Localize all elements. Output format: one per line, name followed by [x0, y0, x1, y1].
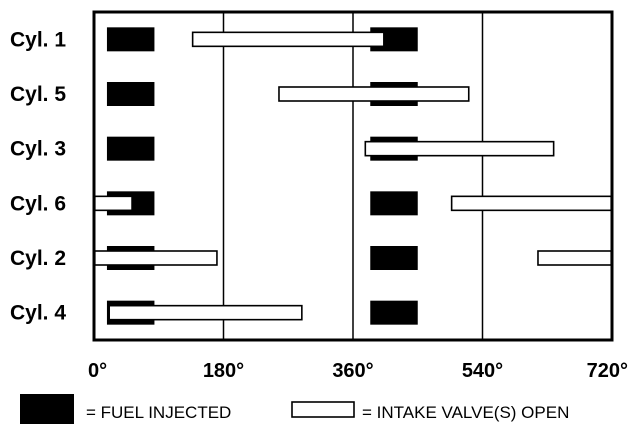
- row-label-cyl-2: Cyl. 2: [10, 247, 66, 270]
- legend-swatch-intake: [291, 401, 355, 418]
- cyl-6-intake-bar-1: [94, 195, 133, 212]
- cyl-3-intake-bar-1: [364, 140, 555, 157]
- cyl-2-intake-bar-2: [537, 250, 613, 266]
- x-tick-label-540: 540°: [462, 360, 503, 382]
- cyl-2-intake-bar-1: [94, 250, 218, 266]
- cyl-3-fuel-bar-1: [106, 136, 155, 161]
- legend-label-fuel: = FUEL INJECTED: [86, 403, 231, 422]
- cyl-6-intake-bar-2: [450, 195, 612, 212]
- cyl-2-fuel-bar-2: [370, 246, 418, 270]
- row-label-cyl-5: Cyl. 5: [10, 83, 66, 106]
- legend-label-intake: = INTAKE VALVE(S) OPEN: [362, 403, 569, 422]
- cyl-6-fuel-bar-2: [370, 191, 418, 216]
- x-tick-label-360: 360°: [332, 360, 373, 382]
- legend: = FUEL INJECTED = INTAKE VALVE(S) OPEN: [20, 394, 569, 424]
- cyl-5-intake-bar-1: [278, 86, 470, 102]
- cyl-5-fuel-bar-1: [106, 82, 155, 106]
- cyl-4-fuel-bar-2: [370, 300, 418, 325]
- x-tick-label-0: 0°: [88, 360, 107, 382]
- legend-swatch-fuel: [20, 394, 74, 424]
- row-label-cyl-1: Cyl. 1: [10, 28, 66, 51]
- row-label-cyl-3: Cyl. 3: [10, 138, 66, 161]
- row-label-cyl-6: Cyl. 6: [10, 192, 66, 215]
- cyl-1-intake-bar-1: [191, 31, 385, 48]
- row-label-cyl-4: Cyl. 4: [10, 302, 66, 325]
- x-tick-label-720: 720°: [587, 360, 628, 382]
- cyl-1-fuel-bar-1: [106, 27, 155, 52]
- cyl-4-intake-bar-1: [108, 304, 303, 321]
- plot-area: [92, 10, 614, 342]
- row-labels: Cyl. 1 Cyl. 5 Cyl. 3 Cyl. 6 Cyl. 2 Cyl. 4: [10, 28, 66, 324]
- x-tick-label-180: 180°: [203, 360, 244, 382]
- x-tick-labels: 0° 180° 360° 540° 720°: [88, 360, 628, 382]
